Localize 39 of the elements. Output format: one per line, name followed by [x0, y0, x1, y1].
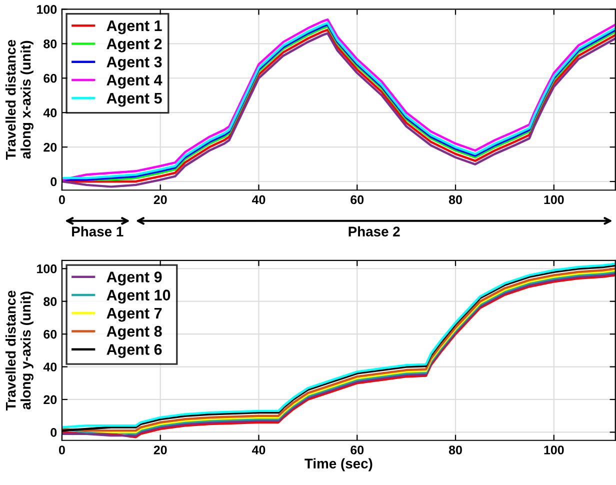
y-tick-label: 40 — [43, 108, 57, 118]
y-tick-label: 80 — [44, 297, 57, 306]
x-tick-label: 0 — [58, 446, 65, 454]
legend-label: Agent 2 — [106, 38, 162, 52]
legend-label: Agent 1 — [106, 20, 162, 34]
x-tick-label: 60 — [350, 446, 364, 454]
y-tick-label: 40 — [43, 362, 57, 372]
y-axis-title: Travelled distance along y-axis (unit) — [6, 290, 34, 410]
x-tick-label: 40 — [252, 446, 266, 454]
y-tick-label: 80 — [44, 39, 57, 48]
x-tick-label: 0 — [58, 195, 65, 204]
x-axis-title: Time (sec) — [304, 458, 372, 472]
x-tick-label: 80 — [448, 446, 462, 454]
legend-label: Agent 8 — [106, 326, 162, 340]
x-tick-label: 40 — [252, 195, 266, 204]
legend-label: Agent 9 — [106, 272, 162, 286]
text: Phase 1 — [72, 226, 124, 237]
x-tick-label: 80 — [448, 195, 462, 204]
y-tick-label: 60 — [44, 74, 57, 83]
x-tick-label: 100 — [544, 446, 564, 454]
y-axis-title: Travelled distance along x-axis (unit) — [6, 40, 34, 160]
x-tick-label: 100 — [544, 195, 564, 204]
y-tick-label: 20 — [44, 142, 57, 152]
legend-label: Agent 3 — [106, 56, 162, 70]
y-tick-label: 100 — [37, 5, 57, 14]
legend-label: Agent 10 — [106, 290, 170, 304]
x-tick-label: 60 — [350, 195, 364, 204]
text: Phase 2 — [348, 226, 400, 237]
y-tick-label: 60 — [44, 330, 57, 339]
y-tick-label: 0 — [50, 428, 57, 437]
y-tick-label: 20 — [44, 395, 57, 404]
y-tick-label: 0 — [50, 177, 57, 186]
legend-label: Agent 4 — [106, 74, 162, 89]
y-tick-label: 100 — [37, 264, 57, 274]
legend-label: Agent 7 — [106, 308, 162, 322]
legend-label: Agent 6 — [106, 344, 162, 358]
legend-label: Agent 5 — [106, 92, 162, 107]
x-tick-label: 20 — [154, 446, 167, 454]
x-tick-label: 20 — [154, 195, 167, 204]
